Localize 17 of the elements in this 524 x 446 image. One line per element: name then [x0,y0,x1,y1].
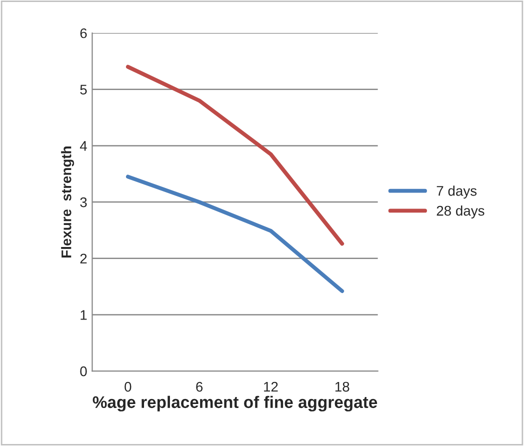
x-tick-label: 6 [196,382,203,392]
legend-label: 28 days [436,206,484,218]
legend-label: 7 days [436,186,477,199]
y-tick-label: 3 [80,197,87,208]
y-tick-label: 5 [80,84,87,95]
y-tick-label: 0 [80,366,87,376]
y-tick-label: 1 [80,310,87,320]
x-tick-label: 18 [335,382,350,392]
y-tick-label: 6 [80,28,87,38]
y-axis-title: Flexure strength [61,146,74,258]
y-tick-label: 4 [80,141,87,151]
y-tick-label: 2 [80,254,87,264]
x-axis-title: %age replacement of fine aggregate [92,396,378,412]
line-series [126,174,344,294]
line-series [126,64,344,246]
x-tick-label: 0 [124,382,132,392]
x-tick-label: 12 [264,382,278,392]
